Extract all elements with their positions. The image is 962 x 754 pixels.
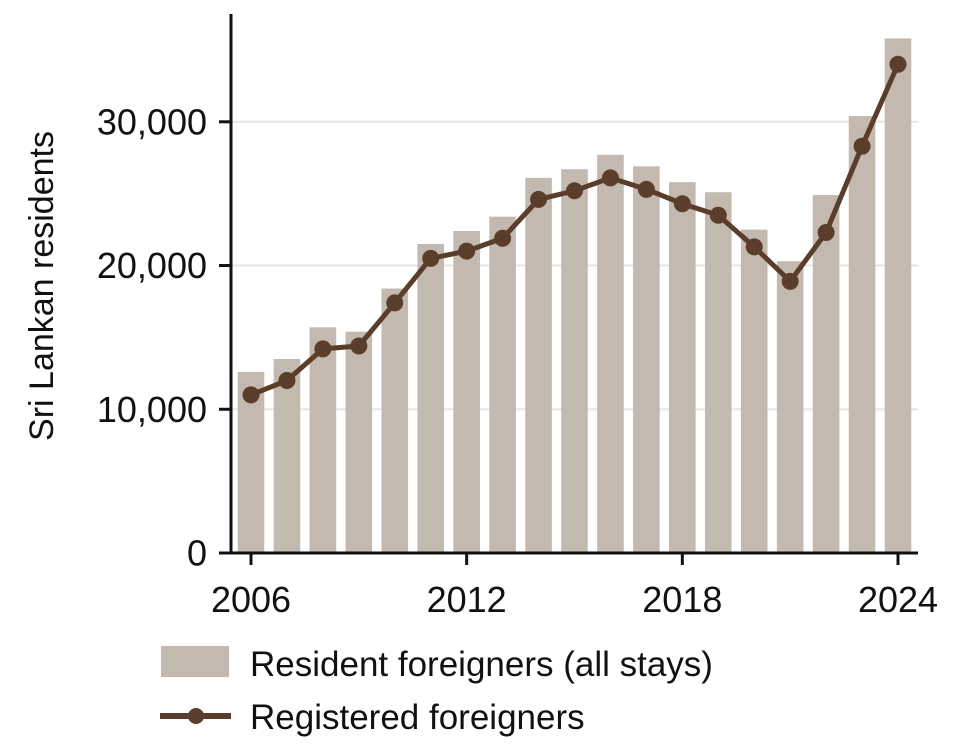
y-tick-label-3: 30,000 xyxy=(97,101,207,142)
bar-2014 xyxy=(525,177,552,553)
bar-series xyxy=(237,38,912,554)
bar-2015 xyxy=(561,169,588,553)
y-tick-label-2: 20,000 xyxy=(97,245,207,286)
legend: Resident foreigners (all stays) Register… xyxy=(160,645,713,737)
legend-label-bars: Resident foreigners (all stays) xyxy=(250,645,713,684)
x-ticks: 2006 2012 2018 2024 xyxy=(211,553,938,620)
bar-2016 xyxy=(597,154,624,553)
bar-2010 xyxy=(381,288,409,553)
point-2012 xyxy=(458,242,476,260)
bar-2008 xyxy=(309,327,337,553)
x-tick-label-0: 2006 xyxy=(211,579,291,620)
point-2014 xyxy=(530,190,548,208)
point-2010 xyxy=(386,294,404,312)
point-2023 xyxy=(853,137,871,155)
bar-2013 xyxy=(489,216,516,553)
point-2008 xyxy=(314,340,332,358)
point-2019 xyxy=(709,206,727,224)
bar-2018 xyxy=(669,182,696,553)
legend-label-line: Registered foreigners xyxy=(250,698,585,737)
axes xyxy=(229,14,918,555)
bar-2009 xyxy=(345,331,373,553)
point-2006 xyxy=(242,386,260,404)
point-2015 xyxy=(566,182,583,200)
point-2007 xyxy=(278,372,296,390)
point-2018 xyxy=(673,195,691,213)
y-ticks: 0 10,000 20,000 30,000 xyxy=(97,101,231,574)
bar-2022 xyxy=(812,195,840,553)
point-2016 xyxy=(601,169,619,187)
x-tick-label-3: 2024 xyxy=(858,579,938,620)
y-tick-label-0: 0 xyxy=(187,533,207,574)
point-2021 xyxy=(781,272,799,290)
point-2009 xyxy=(350,337,368,355)
legend-swatch-marker xyxy=(188,708,204,724)
point-2013 xyxy=(494,229,512,247)
bar-2023 xyxy=(848,116,876,554)
y-tick-label-1: 10,000 xyxy=(97,389,207,430)
bar-2011 xyxy=(417,243,445,553)
bar-2007 xyxy=(273,358,301,553)
bar-2017 xyxy=(633,166,660,553)
x-tick-label-2: 2018 xyxy=(642,579,722,620)
bar-2012 xyxy=(453,231,480,553)
y-axis-title: Sri Lankan residents xyxy=(23,131,61,441)
point-2024 xyxy=(889,55,907,73)
line-series xyxy=(242,55,907,404)
bar-2021 xyxy=(776,261,804,553)
bar-2020 xyxy=(740,229,768,553)
point-2020 xyxy=(745,238,763,256)
bar-2019 xyxy=(704,192,732,553)
bar-2024 xyxy=(884,38,912,553)
point-2017 xyxy=(637,180,655,198)
point-2011 xyxy=(422,249,440,267)
x-tick-label-1: 2012 xyxy=(427,579,507,620)
legend-swatch-bar xyxy=(161,646,229,677)
point-2022 xyxy=(817,223,835,241)
